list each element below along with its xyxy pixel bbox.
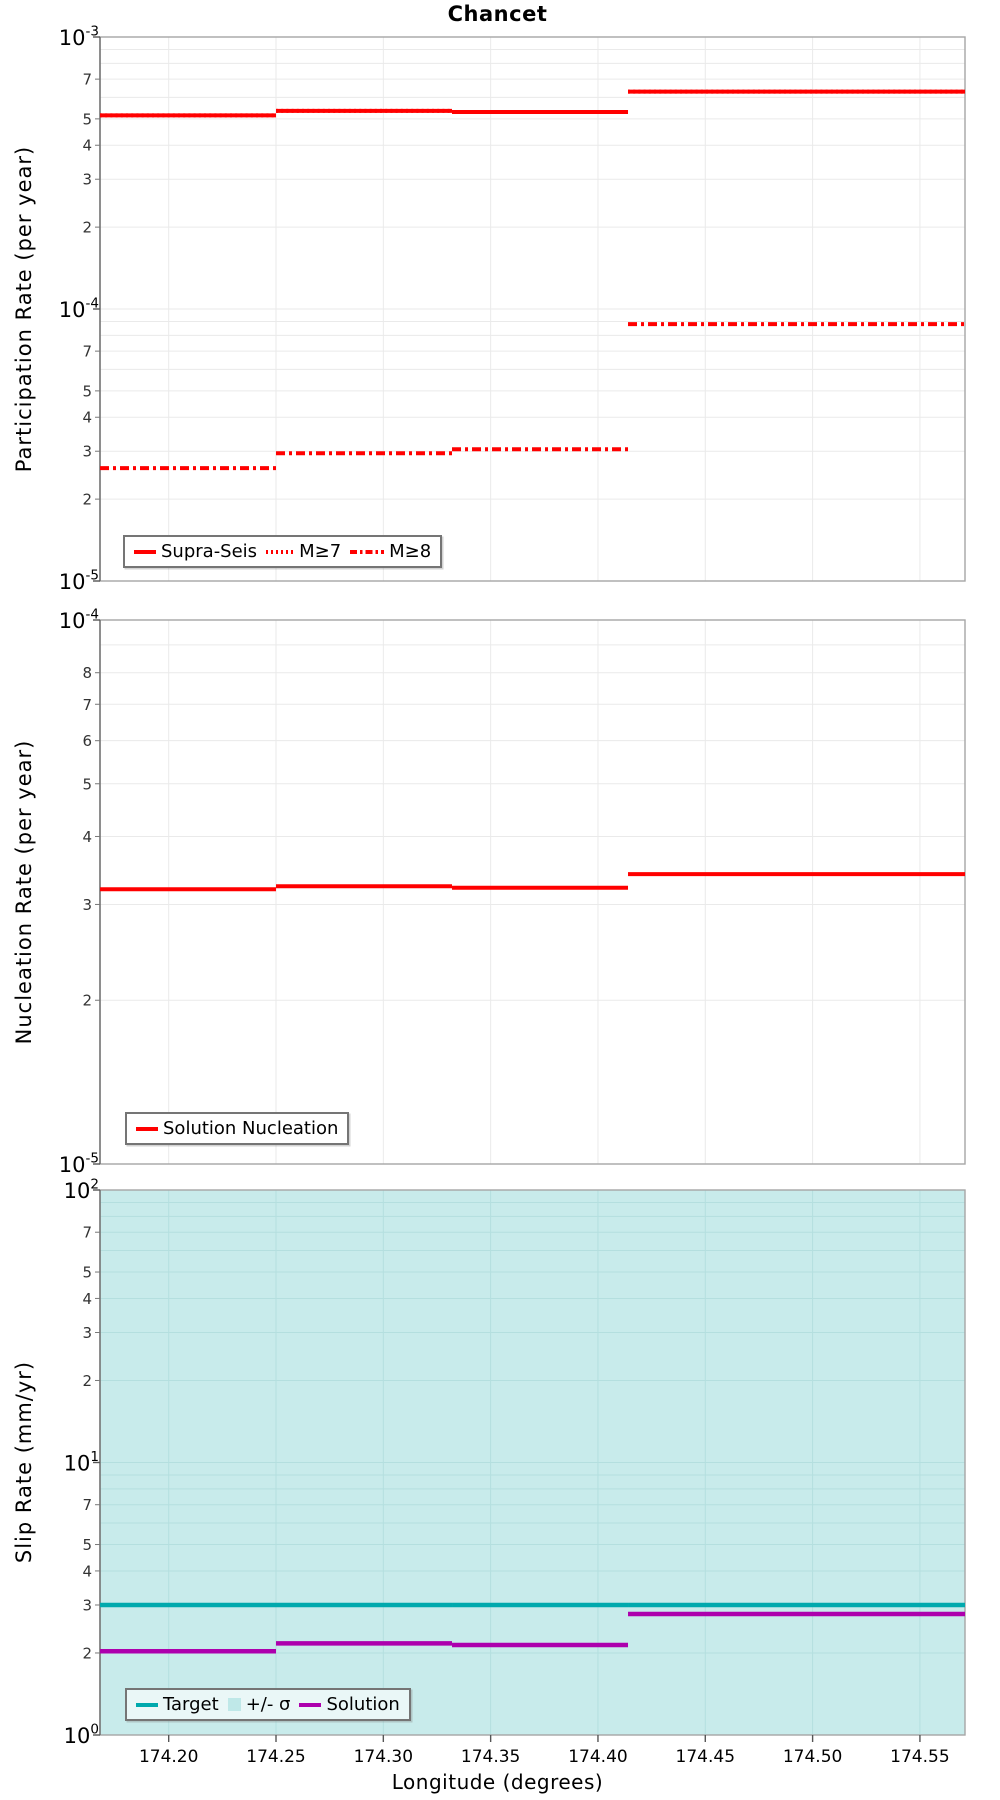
x-tick-label: 174.55 xyxy=(890,1747,949,1767)
x-tick-label: 174.20 xyxy=(139,1747,198,1767)
legend-label: Solution xyxy=(326,1694,400,1715)
legend-item-supra-seis: Supra-Seis xyxy=(134,541,257,562)
legend-item-solution-nucleation: Solution Nucleation xyxy=(136,1118,338,1139)
x-axis: 174.20 174.25 174.30 174.35 174.40 174.45 174.… xyxy=(139,1735,950,1767)
series-supra-seis xyxy=(100,89,965,118)
x-tick-label: 174.30 xyxy=(354,1747,413,1767)
y-minor-tick-label: 2 xyxy=(82,1644,92,1662)
y-minor-tick-label: 5 xyxy=(82,382,92,400)
x-axis-label: Longitude (degrees) xyxy=(391,1770,604,1794)
y-minor-tick-label: 2 xyxy=(82,219,92,237)
y-minor-tick-label: 5 xyxy=(82,775,92,793)
legend-item-: +/- σ xyxy=(227,1694,291,1715)
y-minor-tick-label: 8 xyxy=(82,664,92,682)
legend-participation: Supra-Seis M≥7 M≥8 xyxy=(123,535,443,568)
y-major-tick-label: 10-4 xyxy=(59,296,99,323)
line-sample-dashdot-icon xyxy=(350,549,385,554)
x-tick-label: 174.35 xyxy=(461,1747,520,1767)
line-sample-solid-icon xyxy=(299,1702,322,1707)
legend-label: M≥8 xyxy=(389,541,432,562)
y-minor-tick-label: 5 xyxy=(82,1264,92,1282)
y-minor-tick-label: 3 xyxy=(82,171,92,189)
y-major-tick-label: 100 xyxy=(64,1722,99,1749)
y-minor-tick-label: 7 xyxy=(82,1224,92,1242)
y-minor-tick-label: 3 xyxy=(82,443,92,461)
y-major-tick-label: 10-4 xyxy=(59,607,99,634)
y-axis-ticks: 10-4 10-5 8 7 6 5 4 3 2 xyxy=(59,607,100,1178)
legend-label: Supra-Seis xyxy=(161,541,258,562)
y-minor-tick-label: 3 xyxy=(82,896,92,914)
y-minor-tick-label: 7 xyxy=(82,343,92,361)
y-minor-tick-label: 4 xyxy=(82,1290,92,1308)
gridlines xyxy=(100,36,965,582)
x-tick-label: 174.45 xyxy=(676,1747,735,1767)
legend-label: +/- σ xyxy=(245,1694,291,1715)
sigma-band-swatch-icon xyxy=(227,1698,241,1711)
line-sample-solid-icon xyxy=(136,1702,158,1707)
line-sample-solid-icon xyxy=(136,1126,158,1131)
y-minor-tick-label: 2 xyxy=(82,491,92,509)
y-minor-tick-label: 7 xyxy=(82,1496,92,1514)
legend-item-solution: Solution xyxy=(299,1694,400,1715)
legend-label: Solution Nucleation xyxy=(163,1118,339,1139)
y-minor-tick-label: 3 xyxy=(82,1596,92,1614)
y-minor-tick-label: 4 xyxy=(82,137,92,155)
legend-label: M≥7 xyxy=(299,541,342,562)
y-major-tick-label: 102 xyxy=(64,1177,99,1204)
plot-border xyxy=(99,619,966,1165)
y-major-tick-label: 101 xyxy=(64,1449,99,1476)
x-tick-label: 174.40 xyxy=(568,1747,627,1767)
y-minor-tick-label: 7 xyxy=(82,696,92,714)
legend-slip-rate: Target +/- σ Solution xyxy=(125,1688,411,1721)
y-minor-tick-label: 7 xyxy=(82,71,92,89)
legend-nucleation: Solution Nucleation xyxy=(125,1112,350,1145)
panel-nucleation: 10-4 10-5 8 7 6 5 4 3 2 xyxy=(59,607,966,1178)
series-solution xyxy=(100,1611,965,1654)
chart-title: Chancet xyxy=(447,2,548,26)
y-major-tick-label: 10-3 xyxy=(59,24,99,51)
y-minor-tick-label: 3 xyxy=(82,1324,92,1342)
series-m-7 xyxy=(100,89,965,118)
y-axis-label-nucleation: Nucleation Rate (per year) xyxy=(12,739,36,1045)
legend-label: Target xyxy=(163,1694,219,1715)
y-minor-tick-label: 2 xyxy=(82,992,92,1010)
y-minor-tick-label: 5 xyxy=(82,1536,92,1554)
series-m-8 xyxy=(100,322,965,471)
y-axis-ticks: 10-3 10-4 10-5 7 5 4 3 2 7 5 4 3 2 xyxy=(59,24,100,595)
y-minor-tick-label: 4 xyxy=(82,828,92,846)
y-minor-tick-label: 6 xyxy=(82,732,92,750)
y-axis-ticks: 102 101 100 7 5 4 3 2 7 5 4 3 2 xyxy=(64,1177,100,1749)
legend-item-m-7: M≥7 xyxy=(266,541,341,562)
gridlines xyxy=(100,619,965,1165)
y-minor-tick-label: 5 xyxy=(82,110,92,128)
legend-item-m-8: M≥8 xyxy=(350,541,431,562)
legend-item-target: Target xyxy=(136,1694,219,1715)
y-major-tick-label: 10-5 xyxy=(59,1151,99,1178)
line-sample-dotted-icon xyxy=(266,549,295,554)
x-tick-label: 174.25 xyxy=(246,1747,305,1767)
y-minor-tick-label: 2 xyxy=(82,1372,92,1390)
y-major-tick-label: 10-5 xyxy=(59,568,99,595)
panel-slip-rate: 102 101 100 7 5 4 3 2 7 5 4 3 2 xyxy=(64,1177,966,1749)
y-minor-tick-label: 4 xyxy=(82,1562,92,1580)
panel-participation: 10-3 10-4 10-5 7 5 4 3 2 7 5 4 3 2 xyxy=(59,24,966,595)
line-sample-solid-icon xyxy=(134,549,156,554)
x-tick-label: 174.50 xyxy=(783,1747,842,1767)
y-axis-label-participation: Participation Rate (per year) xyxy=(12,145,36,473)
y-axis-label-slip-rate: Slip Rate (mm/yr) xyxy=(12,1360,36,1564)
y-minor-tick-label: 4 xyxy=(82,409,92,427)
series-solution-nucleation xyxy=(100,872,965,892)
